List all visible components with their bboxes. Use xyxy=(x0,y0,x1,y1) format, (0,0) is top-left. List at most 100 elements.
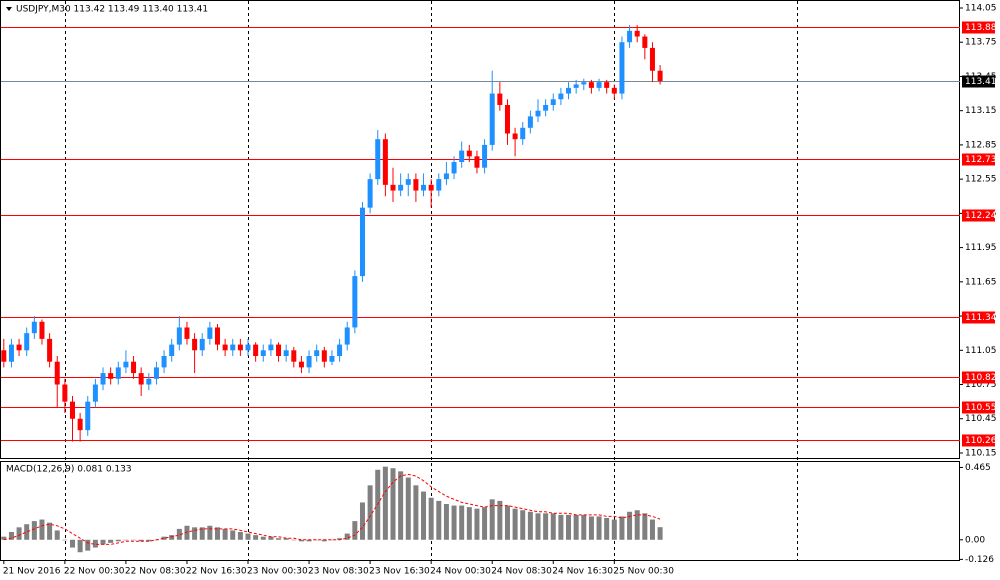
y-tick-label: 113.15 xyxy=(965,106,997,116)
macd-bar xyxy=(69,539,75,548)
macd-bar xyxy=(291,539,297,541)
macd-bar xyxy=(146,539,152,542)
candle-body xyxy=(413,179,419,191)
macd-bar xyxy=(520,510,526,540)
candle-body xyxy=(199,338,205,351)
candle-body xyxy=(92,384,98,402)
candle-body xyxy=(390,184,396,191)
candle-body xyxy=(611,87,617,94)
x-tick-label: 22 Nov 00:30 xyxy=(64,567,125,577)
candle-body xyxy=(1,350,7,362)
macd-y-tick-label: -0.126 xyxy=(965,555,994,565)
candle-body xyxy=(649,47,655,71)
y-tick-label: 110.45 xyxy=(965,414,997,424)
macd-bar xyxy=(192,527,198,540)
macd-bar xyxy=(283,538,289,540)
menu-arrow[interactable] xyxy=(6,7,12,11)
macd-bar xyxy=(405,477,411,540)
candle-body xyxy=(131,361,137,374)
candle-body xyxy=(222,344,228,351)
candle-body xyxy=(230,344,236,351)
macd-bar xyxy=(550,513,556,540)
macd-bar xyxy=(627,511,633,540)
candle-body xyxy=(657,70,663,82)
candle-body xyxy=(466,150,472,157)
candle-body xyxy=(146,378,152,385)
y-tick-label: 112.55 xyxy=(965,175,997,185)
level-label-bg xyxy=(962,153,995,166)
candle-body xyxy=(31,321,37,334)
macd-bar xyxy=(543,513,549,540)
candle-body xyxy=(352,276,358,328)
candle-body xyxy=(367,179,373,208)
macd-bar xyxy=(207,525,213,540)
x-tick-label: 24 Nov 16:30 xyxy=(552,567,613,577)
x-tick-label: 23 Nov 08:30 xyxy=(308,567,369,577)
macd-bar xyxy=(260,536,266,540)
y-tick-label: 111.65 xyxy=(965,277,997,287)
candle-body xyxy=(85,401,91,431)
candle-body xyxy=(153,367,159,379)
x-tick-label: 23 Nov 16:30 xyxy=(369,567,430,577)
macd-bar xyxy=(184,525,190,540)
candle-body xyxy=(62,384,68,402)
macd-bar xyxy=(245,533,251,540)
candle-body xyxy=(245,344,251,351)
candle-body xyxy=(482,144,488,168)
macd-bar xyxy=(214,527,220,540)
macd-bar xyxy=(558,514,564,540)
macd-bar xyxy=(169,535,175,540)
macd-bar xyxy=(321,539,327,542)
macd-bar xyxy=(474,508,480,540)
macd-bar xyxy=(298,539,304,542)
candle-body xyxy=(169,344,175,356)
level-label-bg xyxy=(962,311,995,324)
candle-body xyxy=(268,344,274,351)
x-tick-label: 22 Nov 16:30 xyxy=(186,567,247,577)
candle-body xyxy=(596,82,602,88)
macd-bar xyxy=(619,516,625,540)
candle-body xyxy=(47,338,53,362)
level-label: 110.26 xyxy=(965,436,997,446)
level-label: 113.88 xyxy=(965,23,997,33)
candle-body xyxy=(24,333,30,351)
macd-bar xyxy=(588,516,594,540)
macd-bar xyxy=(31,521,37,540)
candle-body xyxy=(123,361,129,368)
level-label-bg xyxy=(962,21,995,34)
macd-bar xyxy=(1,536,7,540)
candle-body xyxy=(504,104,510,134)
candle-body xyxy=(359,207,365,277)
candle-body xyxy=(451,162,457,174)
current-price-label: 113.41 xyxy=(965,77,997,87)
main-pane-frame xyxy=(0,0,960,459)
candle-body xyxy=(588,82,594,88)
candle-body xyxy=(375,139,381,180)
candle-body xyxy=(108,373,114,379)
macd-bar xyxy=(329,539,335,541)
macd-bar xyxy=(337,538,343,540)
macd-bar xyxy=(100,539,106,545)
candle-body xyxy=(237,344,243,351)
candle-body xyxy=(54,361,60,385)
candle-body xyxy=(298,361,304,368)
x-tick-label: 21 Nov 2016 xyxy=(3,567,61,577)
level-label: 112.73 xyxy=(965,155,997,165)
macd-pane-frame xyxy=(0,461,960,561)
candle-body xyxy=(527,116,533,128)
x-tick-label: 25 Nov 00:30 xyxy=(613,567,674,577)
candle-body xyxy=(77,418,83,431)
macd-bar xyxy=(131,539,137,541)
candle-body xyxy=(627,30,633,43)
macd-bar xyxy=(161,536,167,540)
candle-body xyxy=(581,82,587,85)
candle-body xyxy=(436,179,442,191)
macd-bar xyxy=(512,508,518,540)
macd-bar xyxy=(39,519,45,540)
candle-body xyxy=(558,93,564,100)
candle-body xyxy=(39,321,45,339)
macd-bar xyxy=(398,471,404,540)
macd-bar xyxy=(54,530,60,540)
macd-bar xyxy=(85,539,91,551)
